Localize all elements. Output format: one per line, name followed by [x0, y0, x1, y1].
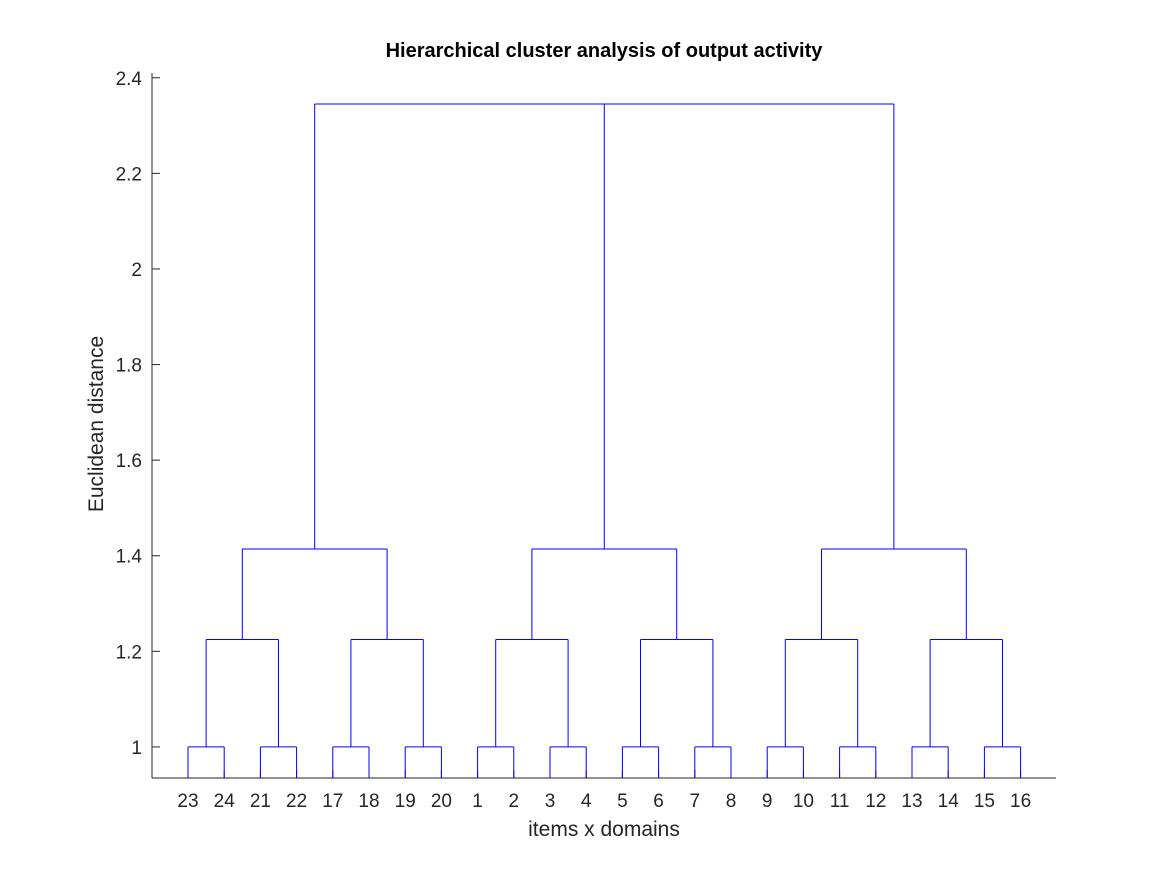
x-tick-label: 20	[431, 791, 452, 812]
x-tick-label: 11	[830, 791, 850, 812]
x-tick-label: 10	[793, 791, 814, 812]
x-tick-label: 18	[358, 791, 379, 812]
x-tick-label: 21	[250, 791, 271, 812]
y-tick-label: 1.8	[116, 356, 142, 377]
x-tick-label: 4	[581, 791, 592, 812]
x-tick-label: 1	[472, 791, 483, 812]
y-tick-label: 1	[131, 738, 142, 759]
x-tick-label: 14	[938, 791, 960, 812]
x-tick-label: 16	[1010, 791, 1031, 812]
x-tick-label: 7	[690, 791, 701, 812]
axes	[151, 73, 1056, 779]
x-tick-label: 15	[974, 791, 995, 812]
x-tick-label: 2	[509, 791, 520, 812]
x-axis-ticks: 23 24 21 22 17 18 19 20 1 2 3 4 5 6 7 8 9 10 11 12 13 14 15 16	[177, 770, 1031, 812]
y-tick-label: 2.4	[116, 69, 143, 90]
dendrogram-links	[187, 103, 1022, 778]
y-tick-label: 1.6	[116, 451, 142, 472]
y-axis-ticks: 1 1.2 1.4 1.6 1.8 2 2.2 2.4	[116, 69, 160, 759]
y-tick-label: 2	[131, 260, 142, 281]
x-tick-label: 12	[865, 791, 886, 812]
chart-title: Hierarchical cluster analysis of output …	[386, 40, 824, 62]
x-tick-label: 19	[395, 791, 416, 812]
x-tick-label: 24	[214, 791, 236, 812]
x-tick-label: 22	[286, 791, 307, 812]
x-tick-label: 9	[762, 791, 773, 812]
x-tick-label: 5	[617, 791, 628, 812]
x-tick-label: 8	[726, 791, 737, 812]
x-tick-label: 13	[901, 791, 922, 812]
y-tick-label: 1.4	[116, 547, 143, 568]
y-axis-label: Euclidean distance	[85, 336, 108, 512]
y-tick-label: 1.2	[116, 642, 142, 663]
x-tick-label: 17	[322, 791, 343, 812]
x-tick-label: 23	[177, 791, 198, 812]
x-tick-label: 6	[653, 791, 664, 812]
y-tick-label: 2.2	[116, 164, 142, 185]
x-tick-label: 3	[545, 791, 556, 812]
x-axis-label: items x domains	[528, 818, 680, 841]
